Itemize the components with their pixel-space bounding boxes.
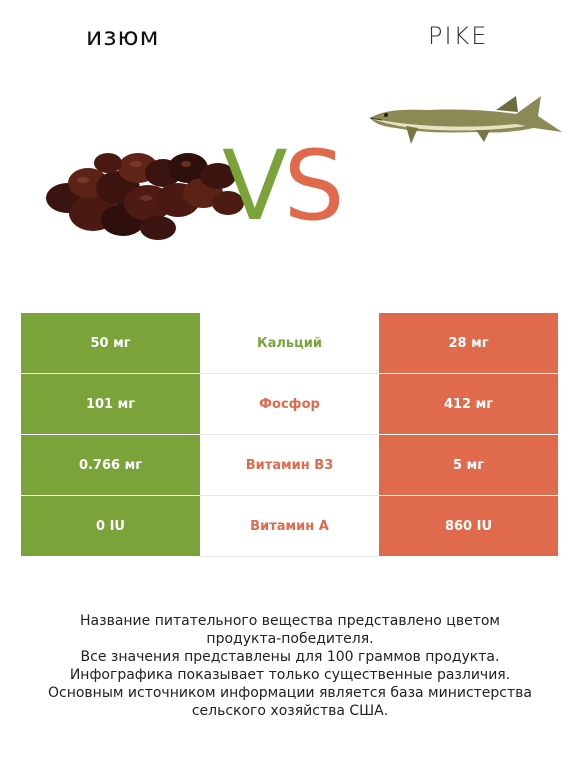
table-row: 101 мг Фосфор 412 мг <box>21 373 558 435</box>
left-value: 101 мг <box>21 373 200 435</box>
right-value: 412 мг <box>379 373 558 435</box>
left-value: 0 IU <box>21 495 200 557</box>
pike-image <box>369 96 562 144</box>
footer-notes: Название питательного вещества представл… <box>20 612 560 720</box>
table-row: 0 IU Витамин A 860 IU <box>21 495 558 557</box>
footer-line: Название питательного вещества представл… <box>80 613 500 629</box>
nutrient-name: Фосфор <box>200 373 379 435</box>
raisins-image <box>46 153 244 240</box>
footer-line: Все значения представлены для 100 граммо… <box>80 649 500 665</box>
vs-label: VS <box>222 138 345 234</box>
nutrient-name: Кальций <box>200 313 379 374</box>
right-value: 860 IU <box>379 495 558 557</box>
table-row: 50 мг Кальций 28 мг <box>21 313 558 374</box>
right-food-title: PIKE <box>428 22 489 50</box>
nutrient-name: Витамин A <box>200 495 379 557</box>
right-value: 28 мг <box>379 313 558 374</box>
nutrient-name: Витамин B3 <box>200 434 379 496</box>
left-food-title: изюм <box>86 22 160 51</box>
footer-line: сельского хозяйства США. <box>191 703 389 719</box>
vs-s: S <box>283 130 345 242</box>
right-value: 5 мг <box>379 434 558 496</box>
footer-line: Основным источником информации является … <box>48 685 532 701</box>
table-row: 0.766 мг Витамин B3 5 мг <box>21 434 558 496</box>
left-value: 50 мг <box>21 313 200 374</box>
vs-v: V <box>222 130 288 242</box>
footer-line: Инфографика показывает только существенн… <box>69 667 511 683</box>
footer-line: продукта-победителя. <box>206 631 374 647</box>
comparison-table: 50 мг Кальций 28 мг 101 мг Фосфор 412 мг… <box>21 313 558 557</box>
left-value: 0.766 мг <box>21 434 200 496</box>
